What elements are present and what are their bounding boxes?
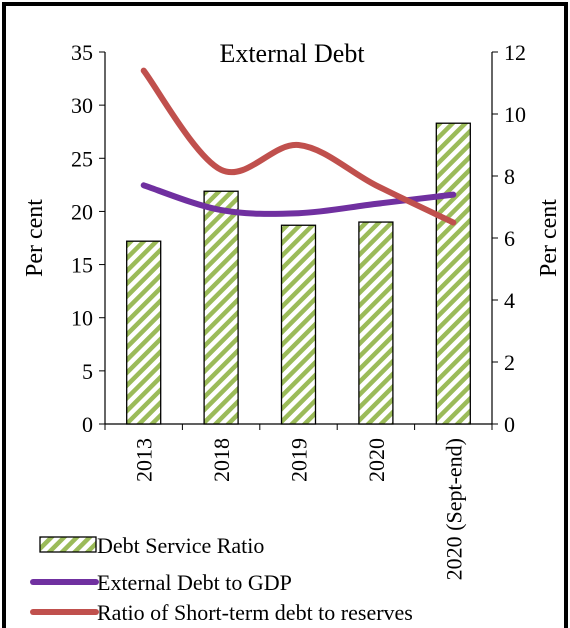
y-right-tick-label: 8 xyxy=(504,164,515,189)
legend-swatch-bars xyxy=(39,536,97,553)
y-left-tick-label: 10 xyxy=(71,306,93,331)
bar-debt-service-ratio xyxy=(435,122,471,425)
bar-debt-service-ratio xyxy=(126,240,162,425)
y-left-tick-label: 5 xyxy=(82,359,93,384)
y-right-tick-label: 12 xyxy=(504,40,526,65)
y-left-tick-label: 35 xyxy=(71,40,93,65)
x-tick-label: 2020 (Sept-end) xyxy=(441,438,466,580)
line-ratio-of-short-term-debt-to-reserves xyxy=(140,67,457,226)
bar-debt-service-ratio xyxy=(280,224,317,425)
x-tick-label: 2013 xyxy=(132,438,157,482)
bar-debt-service-ratio xyxy=(203,190,239,425)
y-left-tick-label: 20 xyxy=(71,199,93,224)
y-right-tick-label: 10 xyxy=(504,102,526,127)
y-axis-right-label: Per cent xyxy=(536,199,562,277)
x-tick-label: 2019 xyxy=(287,438,312,482)
legend-label: Debt Service Ratio xyxy=(97,533,264,558)
line-external-debt-to-gdp xyxy=(140,182,457,217)
legend-label: Ratio of Short-term debt to reserves xyxy=(97,600,413,625)
bar-debt-service-ratio xyxy=(358,221,394,425)
y-left-tick-label: 15 xyxy=(71,253,93,278)
y-right-tick-label: 4 xyxy=(504,288,515,313)
y-left-tick-label: 0 xyxy=(82,412,93,437)
y-axis-left-label: Per cent xyxy=(22,199,48,277)
y-left-tick-label: 25 xyxy=(71,146,93,171)
x-tick-label: 2018 xyxy=(209,438,234,482)
legend-item-line: Ratio of Short-term debt to reserves xyxy=(30,600,413,625)
y-right-tick-label: 0 xyxy=(504,412,515,437)
y-right-tick-label: 6 xyxy=(504,226,515,251)
legend-item-debt-service-ratio: Debt Service Ratio xyxy=(39,533,264,558)
x-tick-label: 2020 xyxy=(364,438,389,482)
legend-item-line: External Debt to GDP xyxy=(30,570,292,595)
chart-title: External Debt xyxy=(219,39,365,68)
y-left-tick-label: 30 xyxy=(71,93,93,118)
y-right-tick-label: 2 xyxy=(504,350,515,375)
legend-label: External Debt to GDP xyxy=(97,570,292,595)
